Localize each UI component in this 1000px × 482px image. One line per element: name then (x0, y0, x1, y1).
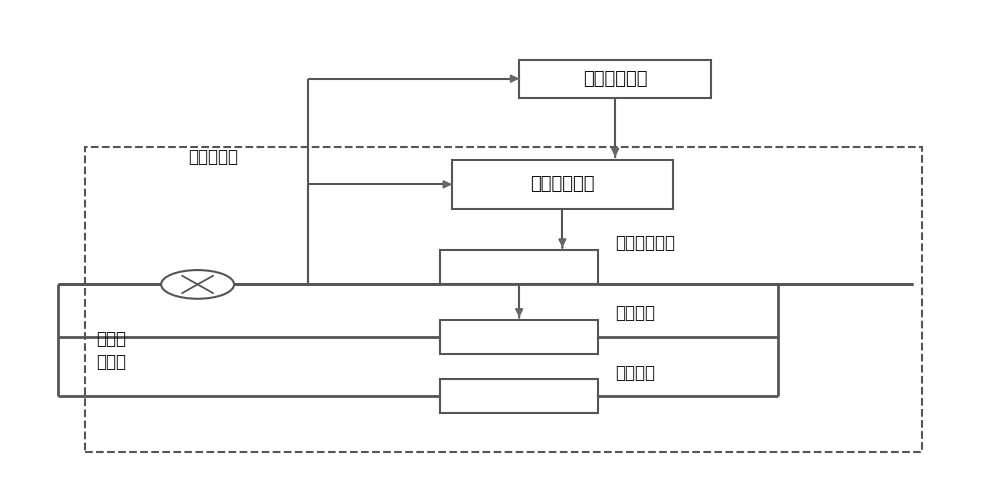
Text: 转移支路: 转移支路 (615, 304, 655, 322)
Text: 机械开关支路: 机械开关支路 (615, 234, 675, 252)
Text: 耗能支路: 耗能支路 (615, 364, 655, 382)
Bar (440, 251, 598, 284)
Bar (519, 60, 711, 97)
Text: 电子式
互感器: 电子式 互感器 (96, 330, 126, 371)
Bar (440, 321, 598, 354)
Text: 直流配网控保: 直流配网控保 (583, 69, 647, 88)
Circle shape (161, 270, 234, 299)
Text: 直流开关控保: 直流开关控保 (530, 175, 595, 193)
Bar (440, 379, 598, 413)
Bar (452, 160, 673, 209)
Text: 直流断路器: 直流断路器 (188, 148, 238, 166)
Bar (85, 147, 922, 453)
